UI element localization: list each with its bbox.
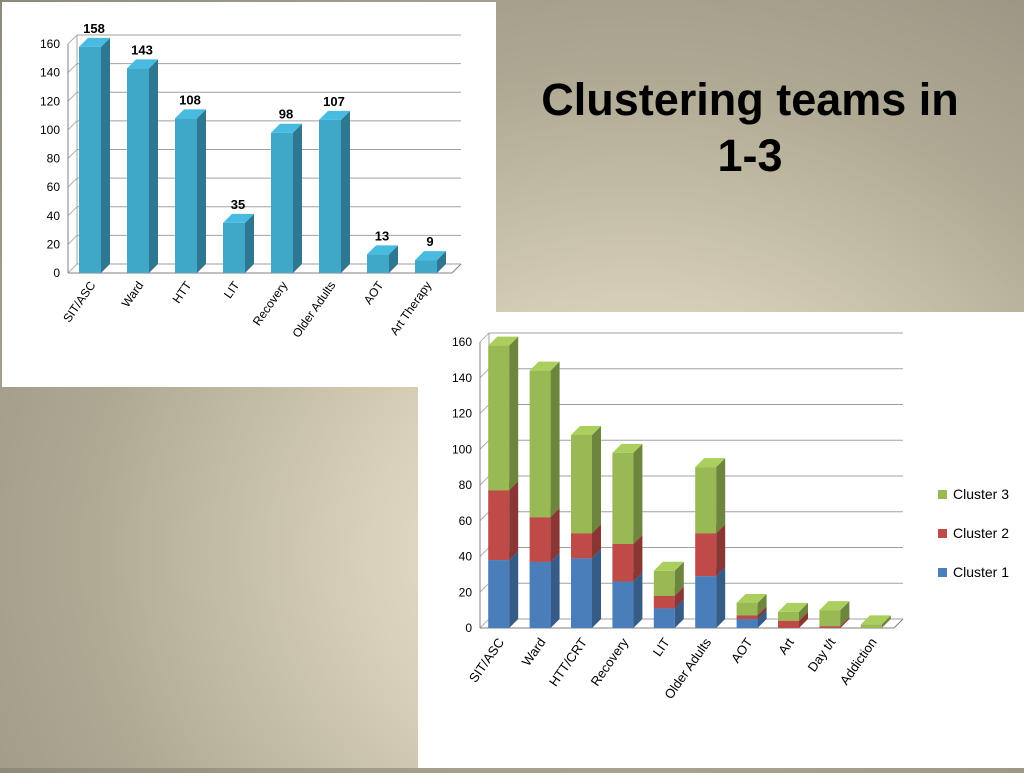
data-label: 107 [323, 94, 345, 109]
y-tick-label: 0 [465, 621, 472, 635]
bar-segment-cluster-3 [529, 361, 560, 518]
data-label: 158 [83, 21, 105, 36]
gridline-diag [67, 63, 78, 73]
data-label: 13 [375, 228, 389, 243]
bar-segment-cluster-3 [612, 443, 643, 544]
x-category-label: SIT/ASC [466, 635, 507, 685]
y-tick-label: 0 [53, 266, 60, 280]
bar [271, 123, 302, 273]
gridline-diag [67, 120, 78, 131]
bar [127, 59, 158, 273]
bar-segment-cluster-3 [695, 458, 726, 534]
floor-edge [893, 618, 904, 629]
y-tick-label: 160 [452, 335, 472, 349]
x-category-label: HTT/CRT [546, 635, 590, 689]
gridline-diag [479, 404, 490, 414]
slide-title: Clustering teams in 1-3 [541, 74, 959, 181]
gridline-diag [67, 206, 78, 217]
x-category-label: AOT [728, 635, 756, 666]
gridline-diag [67, 177, 78, 188]
bar [223, 213, 254, 273]
bar-segment-cluster-3 [488, 336, 519, 491]
x-category-label: Older Adults [289, 279, 338, 341]
y-tick-label: 80 [459, 478, 473, 492]
x-category-label: Day t/t [805, 635, 839, 675]
bar-segment-cluster-1 [488, 551, 519, 628]
gridline-diag [67, 235, 78, 245]
data-label: 108 [179, 92, 201, 107]
y-tick-label: 40 [459, 550, 473, 564]
bar [367, 245, 398, 273]
gridline-diag [479, 368, 490, 379]
y-tick-label: 100 [452, 442, 472, 456]
y-tick-label: 120 [40, 94, 60, 108]
bar-segment-cluster-1 [571, 549, 601, 628]
gridline-diag [479, 618, 490, 629]
gridline-diag [479, 475, 490, 486]
bar [175, 109, 206, 273]
y-tick-label: 60 [459, 514, 473, 528]
y-tick-label: 160 [40, 37, 60, 51]
bar [319, 110, 350, 273]
y-tick-label: 40 [47, 209, 61, 223]
data-label: 143 [131, 42, 153, 57]
gridline-diag [479, 547, 490, 557]
y-tick-label: 120 [452, 407, 472, 421]
x-category-label: HTT [170, 278, 195, 306]
legend-swatch [938, 529, 947, 538]
legend-swatch [938, 490, 947, 499]
x-category-label: Ward [519, 635, 549, 669]
legend-label: Cluster 3 [953, 486, 1009, 502]
bar-segment-cluster-1 [529, 552, 560, 628]
data-label: 98 [279, 107, 293, 122]
y-tick-label: 80 [47, 152, 61, 166]
x-category-label: AOT [361, 278, 387, 307]
x-category-label: SIT/ASC [60, 278, 98, 325]
gridline-diag [67, 91, 78, 102]
gridline-diag [67, 263, 78, 274]
bar-segment-cluster-2 [488, 481, 519, 561]
bar [79, 37, 110, 273]
bar-segment-cluster-3 [653, 561, 684, 596]
gridline-diag [479, 439, 490, 450]
x-category-label: LIT [221, 278, 243, 301]
bar-segment-cluster-2 [612, 534, 643, 582]
x-category-label: Ward [119, 279, 147, 310]
bar-segment-cluster-3 [736, 593, 767, 616]
bar-segment-cluster-3 [571, 425, 601, 534]
legend-swatch [938, 568, 947, 577]
gridline-diag [479, 511, 490, 522]
data-label: 9 [426, 234, 433, 249]
y-tick-label: 60 [47, 180, 61, 194]
y-tick-label: 140 [40, 66, 60, 80]
gridline-diag [67, 34, 78, 45]
y-tick-label: 20 [459, 585, 473, 599]
gridline-diag [479, 582, 490, 593]
y-tick-label: 20 [47, 237, 61, 251]
bar-segment-cluster-3 [778, 602, 808, 621]
x-category-label: Addiction [837, 635, 880, 687]
gridline-diag [479, 332, 490, 343]
x-category-label: Recovery [588, 635, 632, 689]
floor-edge [451, 263, 462, 274]
gridline-diag [67, 149, 78, 159]
chart-team-totals-svg: 0 20 40 60 80 100 120 140 160 158 SIT/ASC 143 Ward 10… [40, 21, 462, 341]
bar [415, 251, 446, 273]
chart-team-totals: 0 20 40 60 80 100 120 140 160 158 SIT/ASC 143 Ward 10… [2, 2, 496, 387]
legend-label: Cluster 1 [953, 564, 1009, 580]
y-tick-label: 100 [40, 123, 60, 137]
bar-segment-cluster-3 [860, 615, 891, 628]
data-label: 35 [231, 197, 245, 212]
bar-segment-cluster-1 [695, 567, 726, 628]
bar-segment-cluster-3 [819, 601, 850, 627]
y-tick-label: 140 [452, 371, 472, 385]
x-category-label: LIT [650, 635, 673, 659]
legend-label: Cluster 2 [953, 525, 1009, 541]
x-category-label: Art [775, 635, 797, 658]
chart-team-clusters: 0 20 40 60 80 100 120 140 160 SIT/ASC Ward HTT/CRT R… [418, 312, 1024, 768]
x-category-label: Recovery [250, 279, 291, 329]
chart-team-clusters-svg: 0 20 40 60 80 100 120 140 160 SIT/ASC WardHTT/CRTR… [452, 332, 1009, 702]
